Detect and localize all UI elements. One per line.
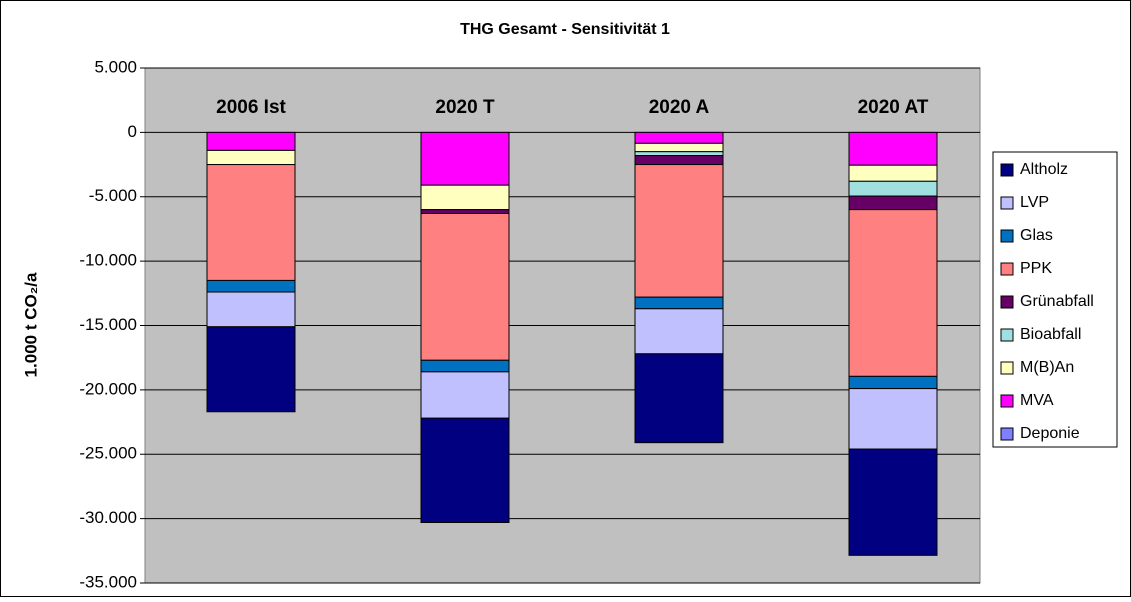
bar-segment [420, 184, 510, 211]
bar-segment [206, 149, 296, 166]
legend-swatch [1000, 427, 1014, 441]
y-tick-label: -20.000 [79, 379, 137, 398]
bar-segment [848, 388, 938, 450]
legend-swatch [1000, 361, 1014, 375]
legend-box [992, 151, 1118, 448]
bar-segment [848, 448, 938, 556]
bar-segment [634, 164, 724, 298]
legend-label: PPK [1020, 260, 1052, 277]
y-tick-label: -25.000 [79, 444, 137, 463]
bar-segment [848, 131, 938, 166]
y-tick-label: -10.000 [79, 251, 137, 270]
category-label: 2006 Ist [216, 97, 286, 118]
bar-segment [420, 417, 510, 523]
chart-title: THG Gesamt - Sensitivität 1 [460, 21, 670, 38]
bar-segment [634, 308, 724, 355]
legend-swatch [1000, 196, 1014, 210]
category-label: 2020 T [435, 97, 495, 118]
legend-swatch [1000, 328, 1014, 342]
bar-segment [206, 164, 296, 281]
bar-segment [848, 209, 938, 377]
bar-segment [420, 209, 510, 214]
legend-label: Bioabfall [1020, 326, 1081, 343]
legend-label: Glas [1020, 227, 1053, 244]
bar-segment [848, 375, 938, 390]
y-tick-label: 0 [128, 122, 137, 141]
legend-label: Altholz [1020, 161, 1068, 178]
bar-segment [634, 155, 724, 166]
legend-swatch [1000, 229, 1014, 243]
bar-segment [206, 326, 296, 413]
bar-segment [420, 359, 510, 373]
bar-segment [848, 195, 938, 211]
category-label: 2020 A [649, 97, 710, 118]
legend-label: LVP [1020, 194, 1049, 211]
bar-segment [848, 180, 938, 197]
bar-segment [206, 291, 296, 328]
y-tick-label: 5.000 [94, 57, 137, 76]
legend-label: Deponie [1020, 425, 1080, 442]
bar-segment [634, 142, 724, 153]
y-tick-label: -35.000 [79, 572, 137, 591]
legend-swatch [1000, 295, 1014, 309]
bar-segment [634, 151, 724, 157]
bar-segment [848, 164, 938, 182]
bar-segment [420, 212, 510, 361]
bar-segment [206, 131, 296, 151]
legend-label: Grünabfall [1020, 293, 1094, 310]
legend-swatch [1000, 262, 1014, 276]
y-axis-label: 1.000 t CO₂/a [21, 272, 40, 377]
legend-label: M(B)An [1020, 359, 1074, 376]
legend-swatch [1000, 163, 1014, 177]
bar-segment [634, 353, 724, 444]
category-label: 2020 AT [858, 97, 929, 118]
bar-segment [206, 279, 296, 293]
y-tick-label: -5.000 [89, 186, 137, 205]
legend-swatch [1000, 394, 1014, 408]
legend-label: MVA [1020, 392, 1054, 409]
y-tick-label: -15.000 [79, 315, 137, 334]
bar-segment [634, 131, 724, 144]
bar-segment [634, 296, 724, 310]
bar-segment [420, 371, 510, 419]
y-tick-label: -30.000 [79, 508, 137, 527]
bar-segment [420, 131, 510, 186]
